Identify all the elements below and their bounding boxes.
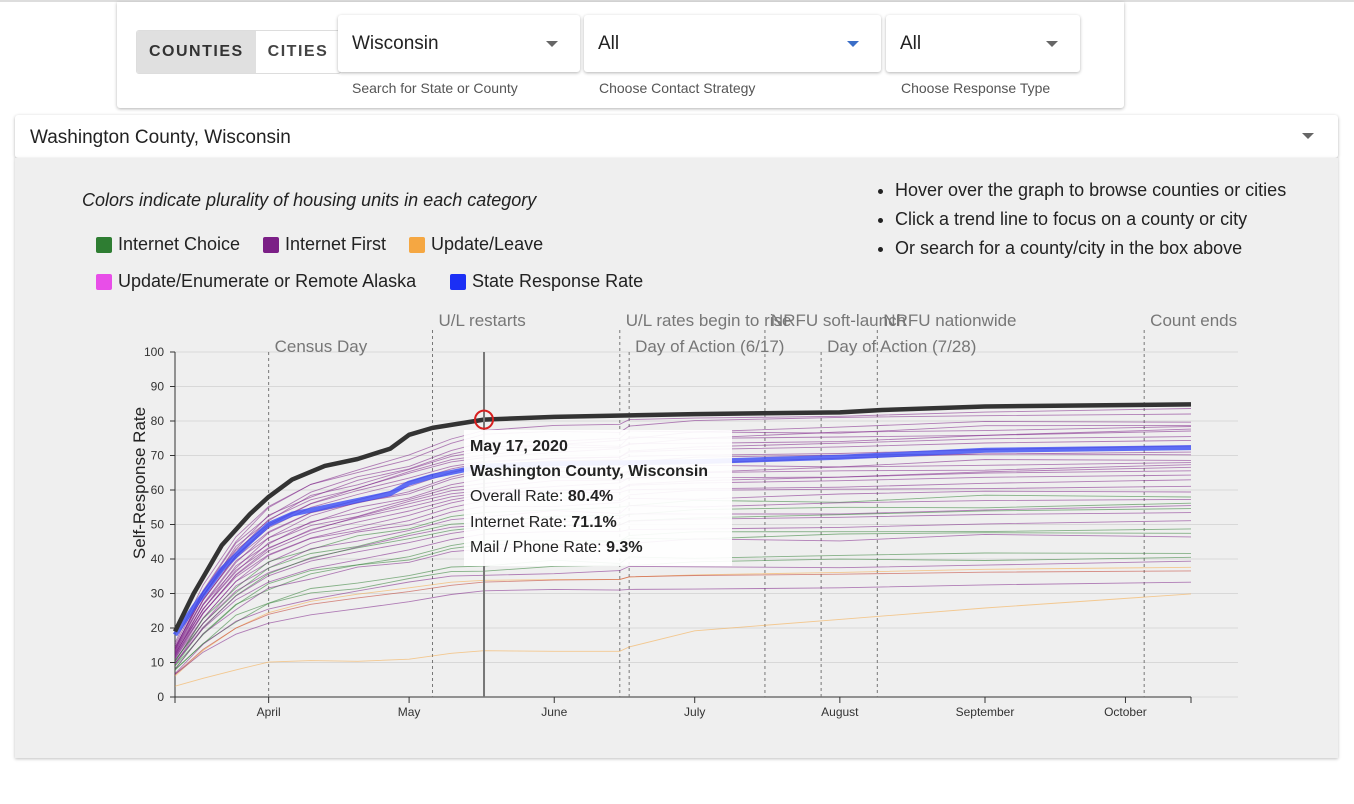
chevron-down-icon [847,41,859,47]
legend-swatch [409,236,425,253]
tooltip-date: May 17, 2020 [470,438,568,455]
state-select-label: Search for State or County [352,80,518,96]
legend-label: State Response Rate [472,271,644,291]
county-trend-line [174,593,1192,687]
event-label: Day of Action (7/28) [827,337,976,356]
legend-swatch [450,273,466,290]
event-label: NRFU soft-launch [771,311,906,330]
county-trend-line [174,560,1192,675]
event-label: U/L rates begin to rise [626,311,792,330]
counties-button[interactable]: COUNTIES [137,31,256,73]
x-tick-label: May [398,705,421,719]
event-label: Day of Action (6/17) [635,337,784,356]
instruction-item: Or search for a county/city in the box a… [895,234,1286,263]
hover-marker [474,409,495,430]
cities-button[interactable]: CITIES [267,43,329,60]
y-tick-label: 80 [151,414,165,428]
y-tick-label: 60 [151,483,165,497]
contact-strategy-select[interactable]: All [584,15,881,72]
county-trend-line [174,556,1192,671]
legend-label: Update/Enumerate or Remote Alaska [118,271,417,291]
event-label: Count ends [1150,311,1237,330]
state-response-rate-line [172,445,1192,637]
county-select[interactable]: Washington County, Wisconsin [15,115,1338,158]
legend-item-internet-choice: Internet Choice [96,234,240,255]
focus-county-line [172,402,1192,633]
event-label: NRFU nationwide [883,311,1016,330]
x-tick-label: April [257,705,281,719]
legend-item-update-enumerate: Update/Enumerate or Remote Alaska [96,271,416,292]
event-label: Census Day [275,337,368,356]
county-trend-line [174,566,1192,677]
chevron-down-icon [546,41,558,47]
contact-strategy-value: All [598,33,620,54]
y-tick-label: 20 [151,621,165,635]
legend-swatch [263,236,279,253]
x-tick-label: August [821,705,859,719]
x-tick-label: July [684,705,705,719]
tooltip-overall-value: 80.4% [567,488,614,505]
instruction-item: Hover over the graph to browse counties … [895,176,1286,205]
contact-strategy-label: Choose Contact Strategy [599,80,756,96]
event-label: U/L restarts [439,311,526,330]
y-axis-label: Self-Response Rate [130,407,149,559]
legend-item-internet-first: Internet First [263,234,386,255]
legend-label: Update/Leave [431,234,544,254]
legend-swatch [96,236,112,253]
y-tick-label: 50 [151,518,165,532]
legend-label: Internet First [285,234,387,254]
response-type-select[interactable]: All [886,15,1080,72]
legend-label: Internet Choice [118,234,241,254]
y-tick-label: 30 [151,587,165,601]
instruction-item: Click a trend line to focus on a county … [895,205,1286,234]
response-type-label: Choose Response Type [901,80,1051,96]
legend-title: Colors indicate plurality of housing uni… [82,190,537,210]
tooltip-internet-value: 71.1% [571,514,617,531]
x-tick-label: June [541,705,567,719]
chevron-down-icon [1302,133,1314,139]
tooltip-overall-rate: Overall Rate: 80.4% [470,488,613,506]
tooltip-mail-value: 9.3% [606,539,643,556]
tooltip-county-name: Washington County, Wisconsin [470,463,709,480]
y-tick-label: 0 [157,690,164,704]
geography-toggle: COUNTIES CITIES [136,30,342,74]
response-type-value: All [900,33,922,54]
y-tick-label: 10 [151,656,165,670]
y-tick-label: 70 [151,449,165,463]
y-tick-label: 90 [151,380,165,394]
county-trend-line [174,552,1192,670]
legend-item-update-leave: Update/Leave [409,234,543,255]
state-select[interactable]: Wisconsin [338,15,580,72]
tooltip-mail-rate: Mail / Phone Rate: 9.3% [470,539,643,557]
x-tick-label: September [956,705,1015,719]
county-trend-line [174,581,1192,675]
x-tick-label: October [1104,705,1147,719]
state-select-value: Wisconsin [352,33,439,54]
legend-item-state-response-rate: State Response Rate [450,271,643,292]
county-trend-line [174,570,1192,675]
tooltip-internet-rate: Internet Rate: 71.1% [470,514,617,532]
hover-tooltip: May 17, 2020 Washington County, Wisconsi… [464,430,732,566]
y-tick-label: 100 [144,345,164,359]
legend-swatch [96,273,112,290]
y-tick-label: 40 [151,552,165,566]
tooltip-internet-label: Internet Rate: [470,514,567,531]
instructions-list: Hover over the graph to browse counties … [873,176,1286,263]
tooltip-overall-label: Overall Rate: [470,488,564,505]
top-border [0,0,1354,2]
chevron-down-icon [1046,41,1058,47]
tooltip-mail-label: Mail / Phone Rate: [470,539,602,556]
county-select-value: Washington County, Wisconsin [30,127,291,148]
